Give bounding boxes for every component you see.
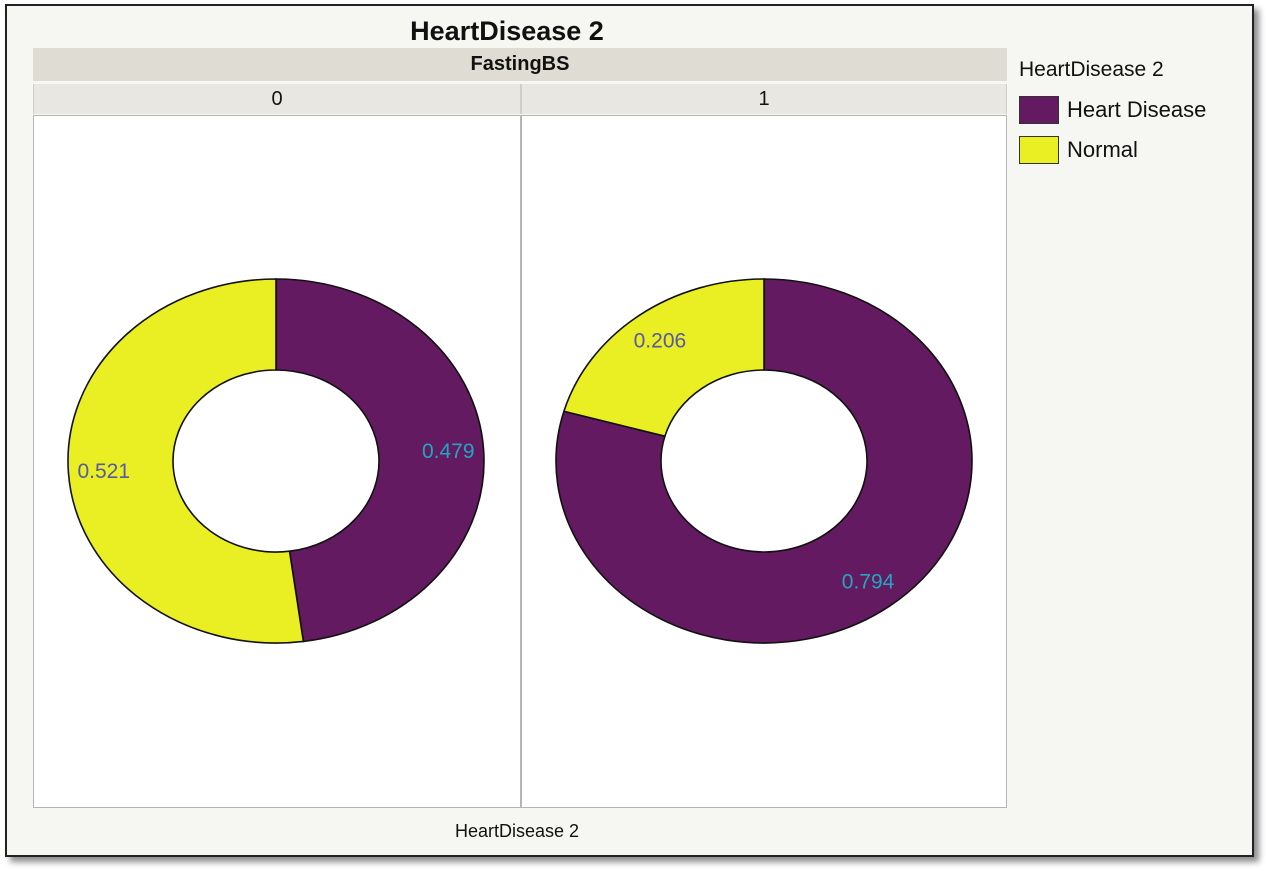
panel-header-1: 1 [521,84,1007,114]
legend: HeartDisease 2 Heart Disease Normal [1019,58,1206,170]
legend-title: HeartDisease 2 [1019,58,1164,81]
slice-value-label: 0.206 [634,329,687,352]
legend-item-heart-disease[interactable]: Heart Disease [1019,90,1206,130]
donut-chart-0: 0.479 0.521 [67,278,485,644]
panel-0: 0.479 0.521 [33,115,521,808]
x-axis-label: HeartDisease 2 [454,821,580,841]
legend-label: Heart Disease [1067,97,1207,122]
legend-item-normal[interactable]: Normal [1019,130,1206,170]
legend-label: Normal [1067,137,1138,162]
chart-frame: HeartDisease 2 FastingBS 0 1 0.479 0.521 … [5,4,1254,857]
donut-slice-heart-disease[interactable] [275,278,485,643]
slice-value-label: 0.479 [422,440,475,463]
legend-swatch-heart-disease [1019,96,1059,124]
slice-value-label: 0.521 [77,460,130,483]
slice-value-label: 0.794 [842,571,895,594]
facet-header: FastingBS [33,48,1007,81]
donut-slice-normal[interactable] [562,278,765,438]
donut-slice-normal[interactable] [67,278,305,644]
panel-1: 0.794 0.206 [521,115,1007,808]
donut-slice-heart-disease[interactable] [555,278,973,644]
legend-swatch-normal [1019,136,1059,164]
chart-title: HeartDisease 2 [410,16,604,46]
donut-chart-1: 0.794 0.206 [555,278,973,644]
panel-header-0: 0 [33,84,521,114]
